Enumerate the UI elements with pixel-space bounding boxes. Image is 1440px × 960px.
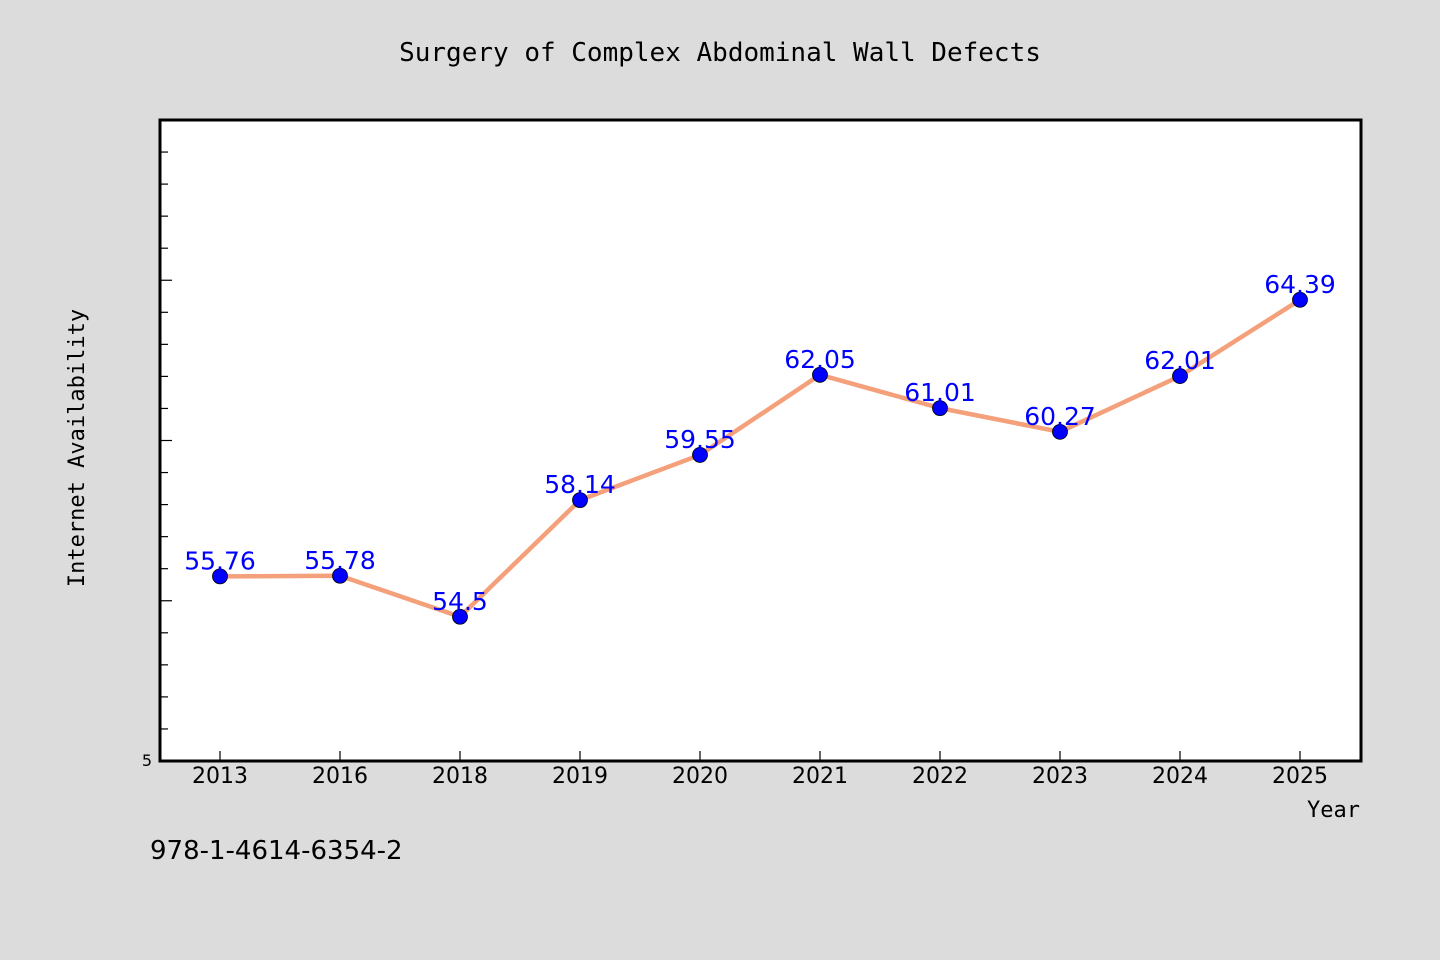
x-tick-label: 2024	[1152, 764, 1208, 789]
x-tick-label: 2016	[312, 764, 368, 789]
data-point	[212, 568, 228, 585]
data-point	[1292, 291, 1308, 308]
data-label: 55.78	[304, 546, 376, 575]
footnote: 978-1-4614-6354-2	[150, 836, 403, 866]
y-axis-ticks	[160, 151, 172, 730]
data-point	[572, 492, 588, 509]
x-tick-label: 2013	[192, 764, 248, 789]
data-label: 60.27	[1024, 402, 1096, 431]
data-label: 62.05	[784, 345, 856, 374]
data-label: 61.01	[904, 378, 976, 407]
x-tick-label: 2025	[1272, 764, 1328, 789]
data-labels: 55.76 55.78 54.5 58.14 59.55 62.05 61.01 60.27 6…	[184, 270, 1336, 616]
y-axis-tick-labels: 5	[142, 751, 152, 770]
data-point	[932, 400, 948, 417]
data-point	[812, 366, 828, 383]
x-tick-label: 2020	[672, 764, 728, 789]
x-axis-tick-labels: 2013 2016 2018 2019 2020 2021 2022 2023 2024 2025	[192, 764, 1328, 789]
plot-area	[158, 118, 1363, 763]
x-tick-label: 2019	[552, 764, 608, 789]
data-point	[692, 447, 708, 463]
data-label: 59.55	[664, 425, 736, 454]
data-label: 55.76	[184, 546, 256, 575]
x-tick-label: 2022	[912, 764, 968, 789]
x-tick-label: 2018	[432, 764, 488, 789]
data-label: 58.14	[544, 470, 616, 499]
data-label: 62.01	[1144, 346, 1216, 375]
data-label: 54.5	[432, 587, 488, 616]
x-tick-label: 2023	[1032, 764, 1088, 789]
chart-title: Surgery of Complex Abdominal Wall Defect…	[399, 38, 1041, 68]
data-point	[452, 608, 468, 625]
x-axis-label: Year	[1307, 798, 1360, 823]
y-tick-label: 5	[142, 751, 152, 770]
data-label: 64.39	[1264, 270, 1336, 299]
y-axis-label: Internet Availability	[65, 309, 90, 587]
x-axis-ticks	[219, 751, 1301, 761]
data-point	[1172, 368, 1188, 384]
data-point	[1052, 423, 1068, 440]
series-line	[217, 297, 1303, 620]
x-tick-label: 2021	[792, 764, 848, 789]
data-point	[332, 567, 348, 584]
series-markers	[212, 291, 1308, 625]
